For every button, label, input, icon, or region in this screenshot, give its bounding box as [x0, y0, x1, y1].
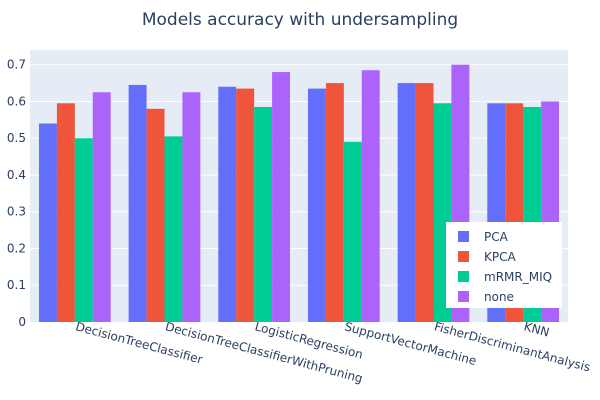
bar-none[interactable] — [182, 92, 201, 323]
bar-kpca[interactable] — [236, 88, 255, 322]
bar-kpca[interactable] — [415, 83, 434, 322]
bar-none[interactable] — [361, 70, 380, 322]
y-tick-label: 0.2 — [7, 241, 26, 255]
legend-swatch[interactable] — [458, 231, 469, 242]
legend-swatch[interactable] — [458, 291, 469, 302]
bar-mrmr-miq[interactable] — [164, 136, 183, 322]
bar-none[interactable] — [272, 72, 291, 323]
y-tick-label: 0 — [18, 315, 26, 329]
bar-pca[interactable] — [397, 83, 416, 322]
y-tick-label: 0.5 — [7, 131, 26, 145]
legend-label[interactable]: none — [484, 290, 514, 304]
bar-mrmr-miq[interactable] — [343, 141, 362, 322]
bar-mrmr-miq[interactable] — [74, 138, 93, 322]
y-tick-label: 0.4 — [7, 168, 26, 182]
y-tick-label: 0.3 — [7, 205, 26, 219]
bar-pca[interactable] — [128, 84, 147, 323]
bar-kpca[interactable] — [325, 83, 344, 322]
legend-label[interactable]: KPCA — [484, 250, 516, 264]
gridlines — [30, 64, 568, 286]
bar-none[interactable] — [92, 92, 111, 323]
bar-pca[interactable] — [307, 88, 326, 322]
y-tick-label: 0.1 — [7, 278, 26, 292]
x-tick-label: FisherDiscriminantAnalysis — [433, 319, 592, 374]
x-tick-label: KNN — [522, 319, 551, 339]
chart-title: Models accuracy with undersampling — [142, 10, 458, 30]
y-tick-label: 0.7 — [7, 58, 26, 72]
legend-label[interactable]: PCA — [484, 230, 509, 244]
bar-kpca[interactable] — [56, 103, 75, 322]
y-tick-label: 0.6 — [7, 94, 26, 108]
bar-pca[interactable] — [38, 123, 57, 322]
bar-kpca[interactable] — [146, 108, 165, 322]
legend-label[interactable]: mRMR_MIQ — [484, 270, 552, 284]
legend-swatch[interactable] — [458, 251, 469, 262]
bar-mrmr-miq[interactable] — [254, 106, 273, 322]
y-axis: 0 0.1 0.2 0.3 0.4 0.5 0.6 0.7 — [7, 58, 26, 329]
bars — [38, 64, 560, 323]
x-axis: DecisionTreeClassifierDecisionTreeClassi… — [74, 319, 592, 385]
bar-pca[interactable] — [218, 86, 237, 322]
legend-swatch[interactable] — [458, 271, 469, 282]
